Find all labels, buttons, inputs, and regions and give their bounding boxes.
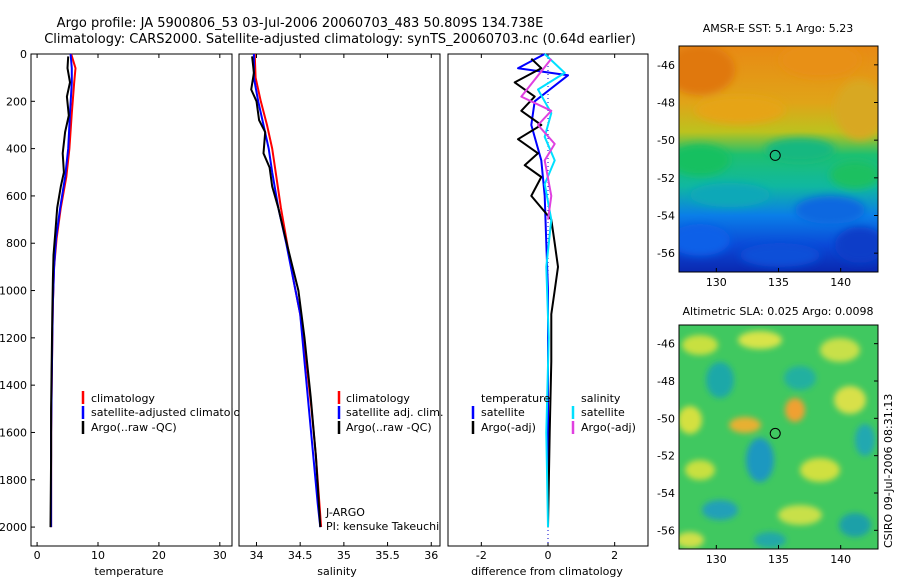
x-tick-label: 35 [337, 549, 351, 562]
argo-float-location-marker [769, 427, 781, 439]
y-tick-label: 2000 [0, 521, 27, 534]
x-tick-label: 36 [424, 549, 438, 562]
x-tick-label: 35.5 [375, 549, 400, 562]
y-tick-label: -52 [657, 172, 675, 185]
sst-map-title: AMSR-E SST: 5.1 Argo: 5.23 [703, 22, 854, 35]
y-tick-label: 400 [6, 143, 27, 156]
y-tick-label: -54 [657, 487, 675, 500]
x-tick-label: 140 [830, 276, 851, 289]
sla-map-panel: Altimetric SLA: 0.025 Argo: 0.0098 [657, 305, 879, 566]
y-tick-label: -54 [657, 210, 675, 223]
difference-legend: temperature satellite Argo(-adj) salinit… [471, 392, 636, 434]
series-line-temperature-argo-adj [513, 57, 559, 528]
y-tick-label: 1800 [0, 474, 27, 487]
x-tick-label: 135 [768, 553, 789, 566]
salinity-legend: climatology satellite adj. clim. Argo(..… [337, 391, 443, 434]
x-tick-label: 135 [768, 276, 789, 289]
credit-timestamp: CSIRO 09-Jul-2006 08:31:13 [882, 394, 895, 548]
x-tick-label: 34 [249, 549, 263, 562]
salinity-xlabel: salinity [317, 565, 357, 578]
y-tick-label: -50 [657, 134, 675, 147]
legend-label-argo: Argo(..raw -QC) [346, 421, 432, 434]
y-tick-label: 1200 [0, 332, 27, 345]
legend-label-temp-argo: Argo(-adj) [481, 421, 536, 434]
x-tick-label: 20 [152, 549, 166, 562]
legend-label-climatology: climatology [346, 392, 410, 405]
legend-label-climatology: climatology [91, 392, 155, 405]
x-tick-label: 34.5 [288, 549, 313, 562]
y-tick-label: 1600 [0, 426, 27, 439]
legend-label-argo: Argo(..raw -QC) [91, 421, 177, 434]
figure-title-line2: Climatology: CARS2000. Satellite-adjuste… [44, 32, 636, 47]
x-tick-label: 2 [611, 549, 618, 562]
legend-label-temp-satellite: satellite [481, 406, 525, 419]
y-tick-label: 600 [6, 190, 27, 203]
x-tick-label: 0 [34, 549, 41, 562]
y-tick-label: -46 [657, 59, 675, 72]
y-tick-label: -48 [657, 97, 675, 110]
temperature-panel: 0 200 400 600 800 1000 1200 1400 1600 1800 2000 0 1… [0, 48, 254, 578]
temperature-legend: climatology satellite-adjusted climatolo… [81, 391, 254, 434]
legend-label-salt-argo: Argo(-adj) [581, 421, 636, 434]
x-tick-label: 130 [706, 553, 727, 566]
argo-float-location-marker [769, 149, 781, 161]
x-tick-label: 130 [706, 276, 727, 289]
difference-panel: -2 0 2 difference from climatology tempera… [447, 53, 649, 578]
sst-map-panel: AMSR-E SST: 5.1 Argo: 5.23 130 135 140 -46 -… [657, 22, 879, 289]
y-tick-label: 200 [6, 95, 27, 108]
legend-label-satellite-adjusted: satellite-adjusted climatology [91, 406, 254, 419]
series-line-salinity-argo-adj [520, 58, 556, 220]
x-tick-label: 10 [91, 549, 105, 562]
y-tick-label: -52 [657, 450, 675, 463]
series-line-argo-raw-qc [49, 56, 71, 528]
y-tick-label: -46 [657, 338, 675, 351]
x-tick-label: -2 [476, 549, 487, 562]
y-tick-label: -56 [657, 524, 675, 537]
y-tick-label: 800 [6, 237, 27, 250]
temperature-xlabel: temperature [94, 565, 163, 578]
y-tick-label: -56 [657, 247, 675, 260]
sla-heatmap [679, 325, 878, 549]
y-tick-label: -50 [657, 412, 675, 425]
legend-label-satellite-adj: satellite adj. clim. [346, 406, 443, 419]
legend-title-salinity: salinity [581, 392, 621, 405]
x-tick-label: 30 [213, 549, 227, 562]
difference-xlabel: difference from climatology [471, 565, 623, 578]
y-tick-label: 0 [20, 48, 27, 61]
legend-title-temperature: temperature [481, 392, 550, 405]
figure-title-line1: Argo profile: JA 5900806_53 03-Jul-2006 … [57, 16, 544, 31]
x-tick-label: 140 [830, 553, 851, 566]
series-line-salinity-satellite [537, 53, 566, 528]
series-line-argo-raw-qc [250, 56, 322, 528]
x-tick-label: 0 [545, 549, 552, 562]
y-tick-label: 1000 [0, 285, 27, 298]
y-tick-label: -48 [657, 375, 675, 388]
legend-label-salt-satellite: satellite [581, 406, 625, 419]
sla-map-title: Altimetric SLA: 0.025 Argo: 0.0098 [682, 305, 873, 318]
sst-heatmap [679, 46, 878, 272]
float-pi-label: PI: kensuke Takeuchi [326, 520, 439, 533]
float-program-label: J-ARGO [325, 506, 365, 519]
y-tick-label: 1400 [0, 379, 27, 392]
salinity-panel: 34 34.5 35 35.5 36 salinity climatology sate… [238, 53, 443, 578]
